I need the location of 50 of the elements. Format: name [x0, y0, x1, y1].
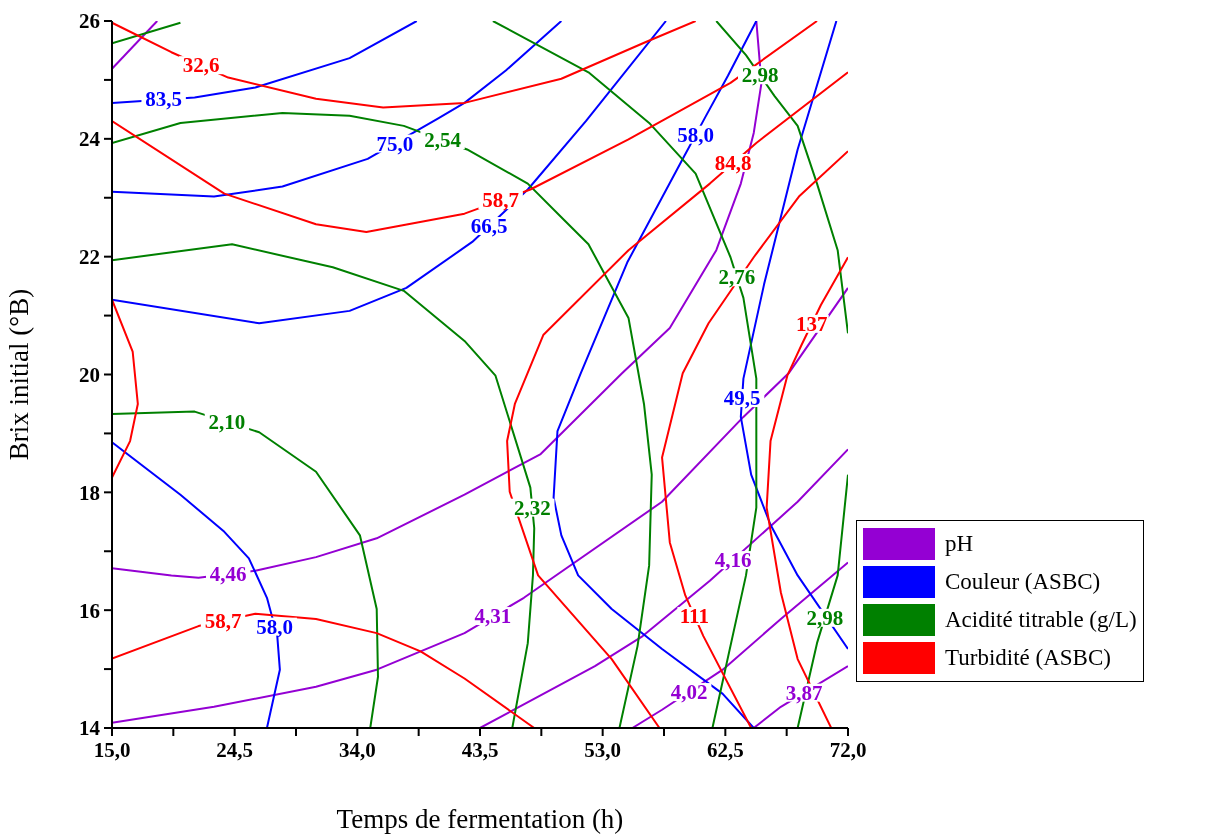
x-axis-title: Temps de fermentation (h)	[336, 804, 624, 834]
legend-label: pH	[945, 531, 974, 557]
line-series	[112, 410, 379, 728]
annotation: 2,54	[424, 128, 462, 153]
legend-label: Couleur (ASBC)	[945, 569, 1101, 595]
x-tick-label: 24,5	[216, 737, 254, 762]
annotation: 4,02	[670, 680, 708, 705]
x-tick-label: 62,5	[706, 737, 744, 762]
annotation: 75,0	[376, 131, 414, 156]
annotation: 4,31	[474, 604, 512, 629]
x-tick-label: 72,0	[829, 737, 867, 762]
y-tick-label: 20	[79, 362, 100, 387]
y-tick-label: 22	[79, 245, 100, 270]
line-series	[112, 21, 667, 325]
y-tick-label: 16	[79, 598, 100, 623]
x-tick-label: 34,0	[338, 737, 376, 762]
annotation: 3,87	[785, 680, 823, 705]
y-tick-label: 26	[79, 9, 100, 34]
legend-label: Acidité titrable (g/L)	[945, 607, 1137, 633]
annotation: 2,32	[513, 495, 551, 520]
legend-label: Turbidité (ASBC)	[945, 645, 1111, 671]
line-series	[112, 111, 653, 728]
annotation: 58,7	[482, 188, 520, 213]
annotation: 2,98	[806, 605, 844, 630]
annotation: 4,16	[714, 548, 752, 573]
annotation: 111	[679, 604, 709, 629]
x-tick-label: 43,5	[461, 737, 499, 762]
line-series	[112, 21, 697, 109]
y-tick-label: 24	[79, 127, 101, 152]
annotation: 58,7	[204, 608, 242, 633]
y-axis-title: Brix initial (°B)	[3, 288, 34, 461]
line-series	[112, 286, 848, 724]
annotation: 2,98	[741, 63, 779, 88]
annotation: 2,76	[718, 265, 756, 290]
annotation: 137	[796, 311, 828, 336]
annotation: 84,8	[714, 150, 752, 175]
annotation: 4,46	[209, 562, 247, 587]
annotation: 83,5	[145, 87, 183, 112]
annotation: 66,5	[470, 214, 508, 239]
x-tick-label: 53,0	[584, 737, 622, 762]
line-series	[765, 256, 848, 728]
line-series	[112, 298, 139, 479]
annotation: 58,0	[256, 614, 294, 639]
line-series	[661, 150, 848, 728]
y-tick-label: 18	[79, 480, 100, 505]
annotation: 32,6	[182, 53, 220, 78]
annotation: 58,0	[677, 122, 715, 147]
line-series	[715, 21, 848, 335]
annotation: 49,5	[723, 386, 761, 411]
annotation: 2,10	[208, 409, 246, 434]
